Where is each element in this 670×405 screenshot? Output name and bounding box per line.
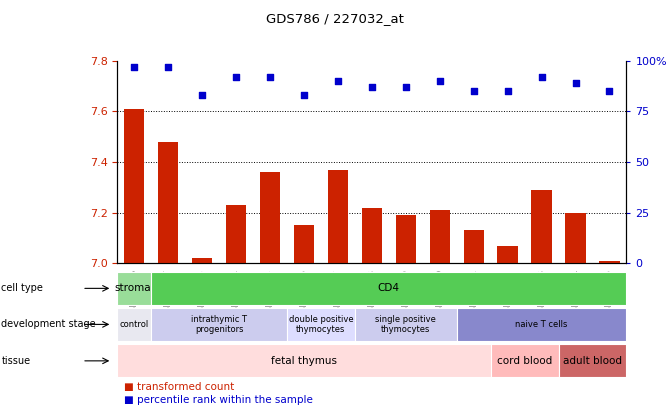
Bar <box>464 230 484 263</box>
Point <box>536 74 547 80</box>
Point <box>502 88 513 94</box>
Point <box>265 74 275 80</box>
Bar <box>192 258 212 263</box>
Point <box>129 64 139 70</box>
Bar <box>328 170 348 263</box>
Point <box>570 80 581 86</box>
Bar <box>293 225 314 263</box>
Text: cord blood: cord blood <box>497 356 552 366</box>
Bar <box>226 205 247 263</box>
Point <box>197 92 208 98</box>
Text: tissue: tissue <box>1 356 30 366</box>
Bar <box>124 109 145 263</box>
Point <box>434 78 445 84</box>
Bar <box>429 210 450 263</box>
Text: fetal thymus: fetal thymus <box>271 356 337 366</box>
Text: intrathymic T
progenitors: intrathymic T progenitors <box>191 315 247 334</box>
Bar <box>158 142 178 263</box>
Bar <box>599 261 620 263</box>
Point <box>332 78 343 84</box>
Bar <box>531 190 552 263</box>
Text: CD4: CD4 <box>378 284 400 293</box>
Point <box>366 84 377 90</box>
Point <box>604 88 615 94</box>
Bar <box>497 245 518 263</box>
Point <box>230 74 241 80</box>
Text: cell type: cell type <box>1 284 43 293</box>
Point <box>401 84 411 90</box>
Bar <box>260 172 280 263</box>
Point <box>468 88 479 94</box>
Bar <box>565 213 586 263</box>
Point <box>163 64 174 70</box>
Text: GDS786 / 227032_at: GDS786 / 227032_at <box>266 12 404 25</box>
Text: single positive
thymocytes: single positive thymocytes <box>375 315 436 334</box>
Text: stromal: stromal <box>115 284 154 293</box>
Bar <box>395 215 416 263</box>
Bar <box>362 208 382 263</box>
Text: double positive
thymocytes: double positive thymocytes <box>289 315 353 334</box>
Text: adult blood: adult blood <box>563 356 622 366</box>
Text: naive T cells: naive T cells <box>515 320 567 329</box>
Text: development stage: development stage <box>1 320 95 329</box>
Point <box>299 92 310 98</box>
Text: ■ transformed count: ■ transformed count <box>124 382 234 392</box>
Text: control: control <box>120 320 149 329</box>
Text: ■ percentile rank within the sample: ■ percentile rank within the sample <box>124 395 313 405</box>
